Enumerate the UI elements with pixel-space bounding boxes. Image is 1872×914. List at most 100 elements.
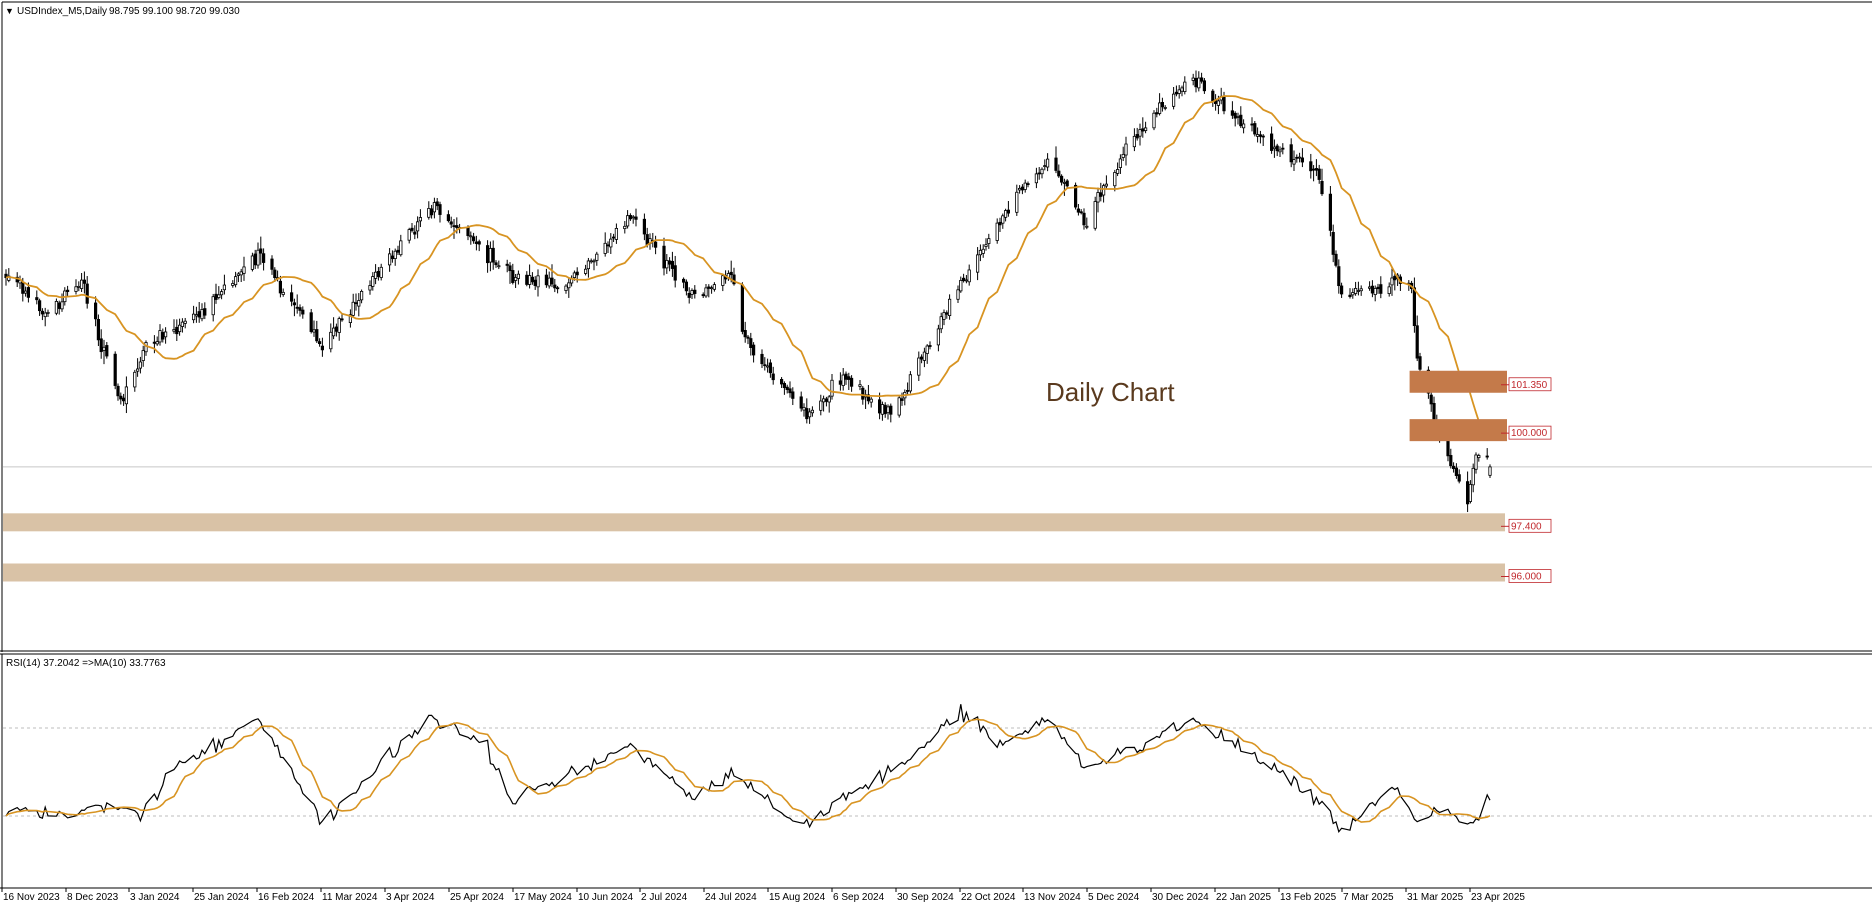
candle (301, 306, 305, 319)
candle (1121, 146, 1125, 162)
candle (250, 252, 254, 272)
candle (889, 403, 893, 423)
candle (917, 351, 921, 381)
candle (564, 284, 568, 294)
candle (670, 251, 675, 277)
candle (261, 248, 266, 271)
candle (768, 359, 773, 378)
candle (1004, 208, 1008, 222)
candle (38, 298, 42, 316)
rsi-label: RSI(14) 37.2042 =>MA(10) 33.7763 (6, 658, 166, 669)
candle (556, 285, 560, 294)
candle (516, 270, 521, 285)
candle (1320, 168, 1324, 196)
candle (1118, 154, 1122, 174)
rsi-ma-line (5, 718, 1491, 823)
zone-price-label: 96.000 (1511, 571, 1542, 582)
x-tick-label: 16 Nov 2023 (3, 892, 60, 903)
candle (634, 208, 638, 227)
candle (54, 298, 59, 316)
support-zones (3, 513, 1505, 582)
candle (956, 285, 960, 304)
candle (740, 282, 745, 335)
candle (1337, 259, 1341, 294)
candle (35, 290, 39, 305)
candle (337, 316, 341, 341)
candle (788, 381, 792, 398)
x-tick-label: 22 Oct 2024 (961, 892, 1016, 903)
candle (320, 337, 325, 357)
candle (536, 269, 540, 297)
candle (373, 264, 378, 285)
x-tick-label: 7 Mar 2025 (1343, 892, 1394, 903)
candle (236, 272, 240, 283)
candle (1474, 452, 1478, 474)
candle (1197, 71, 1201, 92)
candle (945, 310, 949, 319)
candle (1289, 138, 1293, 168)
candle (505, 259, 509, 273)
collapse-triangle-icon[interactable]: ▼ (5, 6, 14, 16)
candle (1183, 76, 1187, 95)
x-tick-label: 30 Sep 2024 (897, 892, 954, 903)
candle (427, 201, 431, 220)
zone-label-box (1508, 518, 1552, 533)
symbol-label: USDIndex_M5,Daily (17, 6, 107, 17)
x-axis-ticks: 16 Nov 2023 8 Dec 2023 3 Jan 2024 25 Jan 20… (1, 888, 1525, 903)
candle (449, 216, 453, 229)
candle (1076, 204, 1080, 216)
candle (1457, 469, 1461, 484)
candle (987, 233, 991, 249)
candle (1328, 185, 1332, 237)
candle (1177, 85, 1181, 99)
candle (981, 244, 985, 258)
candle (295, 294, 299, 314)
candle (1172, 86, 1176, 110)
x-tick-label: 22 Jan 2025 (1216, 892, 1271, 903)
x-tick-label: 6 Sep 2024 (833, 892, 885, 903)
candle (1270, 126, 1274, 154)
candle (810, 406, 815, 417)
support-zone (3, 563, 1505, 582)
candle (133, 369, 137, 392)
candle (936, 324, 941, 352)
candle (138, 356, 142, 374)
candle (869, 397, 873, 408)
candle (359, 289, 364, 304)
candle (948, 294, 952, 320)
candle (595, 251, 599, 266)
candle (379, 263, 383, 281)
candle (351, 293, 355, 318)
support-zone (3, 513, 1505, 532)
candle (922, 347, 927, 368)
candle (312, 320, 316, 337)
candle (684, 279, 689, 296)
candle (665, 254, 669, 274)
candle (908, 371, 913, 394)
candle (214, 283, 218, 304)
candle (491, 240, 495, 270)
candle (376, 267, 381, 281)
candle (1006, 200, 1011, 217)
x-tick-label: 3 Jan 2024 (130, 892, 180, 903)
candle (1239, 106, 1243, 128)
candle (222, 274, 226, 295)
x-tick-label: 5 Dec 2024 (1088, 892, 1140, 903)
candle (1104, 175, 1108, 189)
x-tick-label: 17 May 2024 (514, 892, 572, 903)
candle (763, 357, 767, 371)
candle (387, 248, 392, 272)
candle (259, 236, 263, 265)
candle (1258, 130, 1262, 144)
candle (732, 267, 736, 286)
candle (623, 221, 627, 234)
candle (1057, 164, 1061, 178)
candle (46, 309, 50, 317)
candle (410, 223, 414, 233)
x-tick-label: 11 Mar 2024 (322, 892, 378, 903)
candle (984, 238, 988, 251)
candle (438, 201, 442, 223)
candle (1477, 453, 1481, 462)
candle (40, 308, 45, 321)
